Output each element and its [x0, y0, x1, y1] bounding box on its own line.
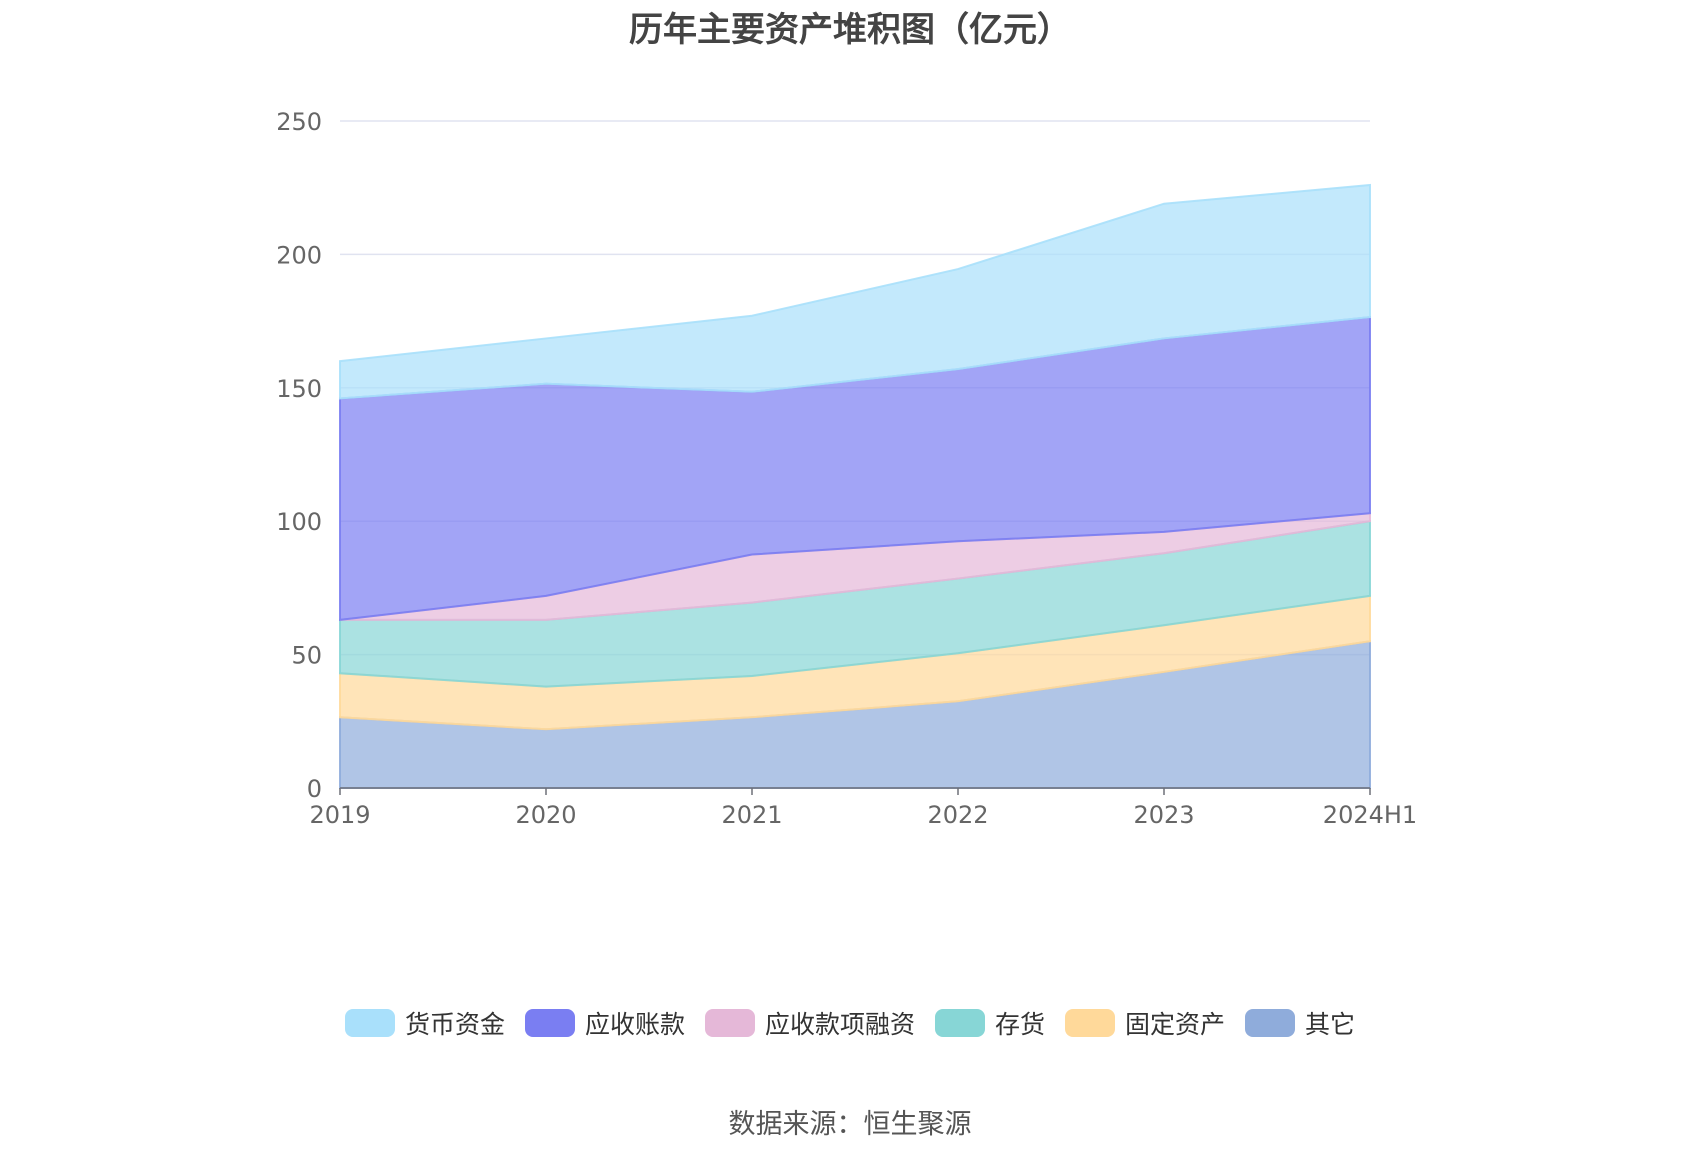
x-tick-label: 2019: [309, 801, 370, 829]
legend-label: 货币资金: [404, 1010, 505, 1039]
legend-swatch: [704, 1009, 755, 1037]
y-tick-label: 100: [276, 508, 322, 536]
y-tick-label: 200: [276, 241, 322, 269]
chart-title: 历年主要资产堆积图（亿元）: [629, 10, 1071, 50]
y-tick-label: 50: [291, 642, 322, 670]
area-series: [339, 183, 1371, 400]
axis-layer: 0 50 100 150 200 250 2019 2020 2021 2022 2023 2024H…: [276, 108, 1417, 829]
x-tick-label: 2022: [927, 801, 988, 829]
legend-swatch: [1065, 1009, 1116, 1037]
legend-label: 应收款项融资: [764, 1010, 915, 1039]
x-tick-label: 2023: [1133, 801, 1194, 829]
legend-item[interactable]: 固定资产: [1065, 1005, 1225, 1041]
legend-label: 应收账款: [584, 1010, 685, 1039]
y-tick-label: 0: [307, 775, 322, 803]
legend-item[interactable]: 应收款项融资: [704, 1005, 915, 1041]
y-tick-label: 150: [276, 375, 322, 403]
legend-item[interactable]: 应收账款: [524, 1005, 685, 1041]
x-tick-label: 2024H1: [1323, 801, 1417, 829]
legend-label: 固定资产: [1125, 1010, 1226, 1039]
x-tick-label: 2021: [721, 801, 782, 829]
legend: 货币资金 应收账款 应收款项融资 存货 固定资产 其它: [0, 1005, 1700, 1041]
legend-item[interactable]: 存货: [935, 1005, 1045, 1041]
y-tick-label: 250: [276, 108, 322, 136]
legend-swatch: [1245, 1009, 1296, 1037]
area-layer: [339, 183, 1371, 789]
legend-item[interactable]: 其它: [1245, 1005, 1355, 1041]
legend-swatch: [344, 1009, 395, 1037]
legend-label: 其它: [1305, 1010, 1356, 1039]
x-tick-label: 2020: [515, 801, 576, 829]
legend-swatch: [935, 1009, 985, 1037]
data-source: 数据来源：恒生聚源: [728, 1109, 972, 1140]
legend-label: 存货: [995, 1010, 1046, 1039]
legend-swatch: [524, 1009, 575, 1037]
legend-item[interactable]: 货币资金: [344, 1005, 505, 1041]
